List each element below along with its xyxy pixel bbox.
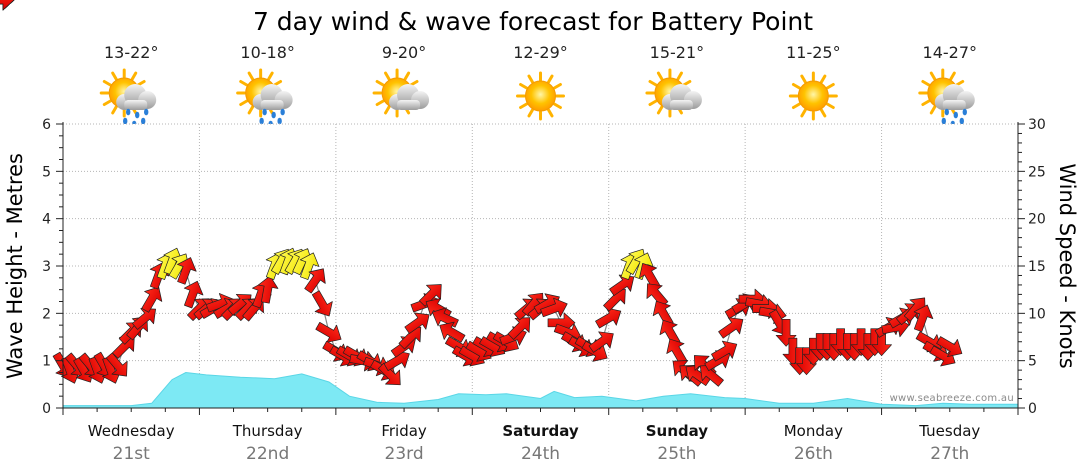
- wind-arrow: [646, 283, 669, 308]
- wind-arrow: [507, 317, 531, 340]
- temperature-range: 10-18°: [240, 43, 295, 62]
- right-axis-label: Wind Speed - Knots: [1055, 163, 1079, 368]
- right-tick-label: 15: [1028, 259, 1046, 275]
- wind-arrow: [257, 275, 279, 304]
- right-tick-label: 0: [1028, 401, 1037, 417]
- sun-cloud-icon: [645, 68, 702, 118]
- left-tick-label: 1: [42, 354, 51, 370]
- wind-arrow: [311, 290, 333, 317]
- day-name-label: Saturday: [502, 422, 579, 440]
- temperature-range: 14-27°: [923, 43, 978, 62]
- day-date-label: 26th: [794, 444, 833, 464]
- wind-arrow: [141, 286, 163, 313]
- wind-arrow: [132, 308, 156, 330]
- wave-height-fill: [62, 371, 1019, 409]
- right-tick-label: 20: [1028, 212, 1046, 228]
- wind-arrow: [299, 252, 320, 280]
- sun-cloud-icon: [372, 68, 430, 118]
- wind-arrow: [903, 297, 926, 322]
- sun-cloud-rain-icon: [99, 68, 157, 128]
- watermark: www.seabreeze.com.au: [890, 393, 1014, 404]
- temperature-labels: 13-22° 10-18° 9-20° 12-29° 15-21° 11-25° 14-27…: [104, 43, 977, 62]
- axes: 0 1 2 3 4 5 6 0 5 10 15 20 25 30: [42, 117, 1046, 417]
- day-date-label: 22nd: [246, 444, 289, 464]
- wind-arrow: [315, 321, 342, 343]
- wind-arrow: [404, 312, 430, 334]
- wind-arrow: [796, 347, 817, 376]
- wind-arrow: [439, 321, 466, 343]
- wind-arrow: [711, 340, 738, 362]
- day-name-label: Friday: [381, 422, 427, 440]
- wind-arrow: [540, 297, 568, 318]
- wind-arrow: [0, 0, 15, 11]
- day-name-label: Tuesday: [918, 422, 980, 440]
- left-axis-label: Wave Height - Metres: [3, 153, 27, 379]
- day-date-label: 25th: [657, 444, 696, 464]
- day-date-label: 21st: [113, 444, 150, 464]
- wind-arrow: [547, 312, 576, 334]
- wave-height-area: [62, 371, 1019, 409]
- wind-arrow: [718, 317, 744, 339]
- chart-title: 7 day wind & wave forecast for Battery P…: [253, 7, 813, 36]
- temperature-range: 12-29°: [513, 43, 568, 62]
- wind-arrow: [936, 336, 963, 358]
- weather-icons: [99, 68, 975, 128]
- wind-arrow: [609, 274, 635, 296]
- wind-arrow: [378, 362, 401, 386]
- right-tick-label: 5: [1028, 354, 1037, 370]
- wind-arrow: [929, 345, 956, 367]
- day-name-label: Sunday: [646, 422, 709, 440]
- day-name-label: Wednesday: [88, 422, 175, 440]
- wind-arrow: [913, 304, 934, 333]
- day-name-label: Monday: [784, 422, 843, 440]
- left-tick-label: 6: [42, 117, 51, 133]
- right-tick-label: 30: [1028, 117, 1046, 133]
- right-tick-label: 25: [1028, 164, 1046, 180]
- temperature-range: 13-22°: [104, 43, 159, 62]
- left-tick-label: 3: [42, 259, 51, 275]
- sun-icon: [788, 71, 838, 121]
- day-date-label: 27th: [930, 444, 969, 464]
- left-tick-label: 2: [42, 306, 51, 322]
- wind-arrow: [304, 268, 326, 294]
- wind-direction-arrows: [0, 0, 963, 387]
- wind-arrow: [639, 263, 660, 290]
- temperature-range: 9-20°: [382, 43, 426, 62]
- wind-arrow: [666, 338, 688, 365]
- left-tick-label: 5: [42, 164, 51, 180]
- right-tick-label: 10: [1028, 306, 1046, 322]
- wind-arrow: [595, 307, 622, 329]
- sun-cloud-rain-icon: [918, 68, 975, 128]
- left-tick-label: 0: [42, 401, 51, 417]
- wind-arrow: [588, 331, 614, 353]
- wind-arrow: [105, 352, 128, 377]
- wind-arrow: [183, 280, 204, 309]
- sun-icon: [516, 71, 565, 121]
- day-name-label: Thursday: [232, 422, 303, 440]
- x-axis-day-labels: Wednesday 21st Thursday 22nd Friday 23rd Satur…: [88, 422, 981, 464]
- sun-cloud-rain-icon: [236, 68, 293, 128]
- left-tick-label: 4: [42, 212, 51, 228]
- wind-arrow: [652, 300, 674, 327]
- day-date-label: 23rd: [385, 444, 424, 464]
- temperature-range: 15-21°: [650, 43, 705, 62]
- temperature-range: 11-25°: [786, 43, 841, 62]
- wind-arrow: [177, 257, 197, 285]
- day-date-label: 24th: [521, 444, 560, 464]
- wind-arrow: [659, 319, 681, 346]
